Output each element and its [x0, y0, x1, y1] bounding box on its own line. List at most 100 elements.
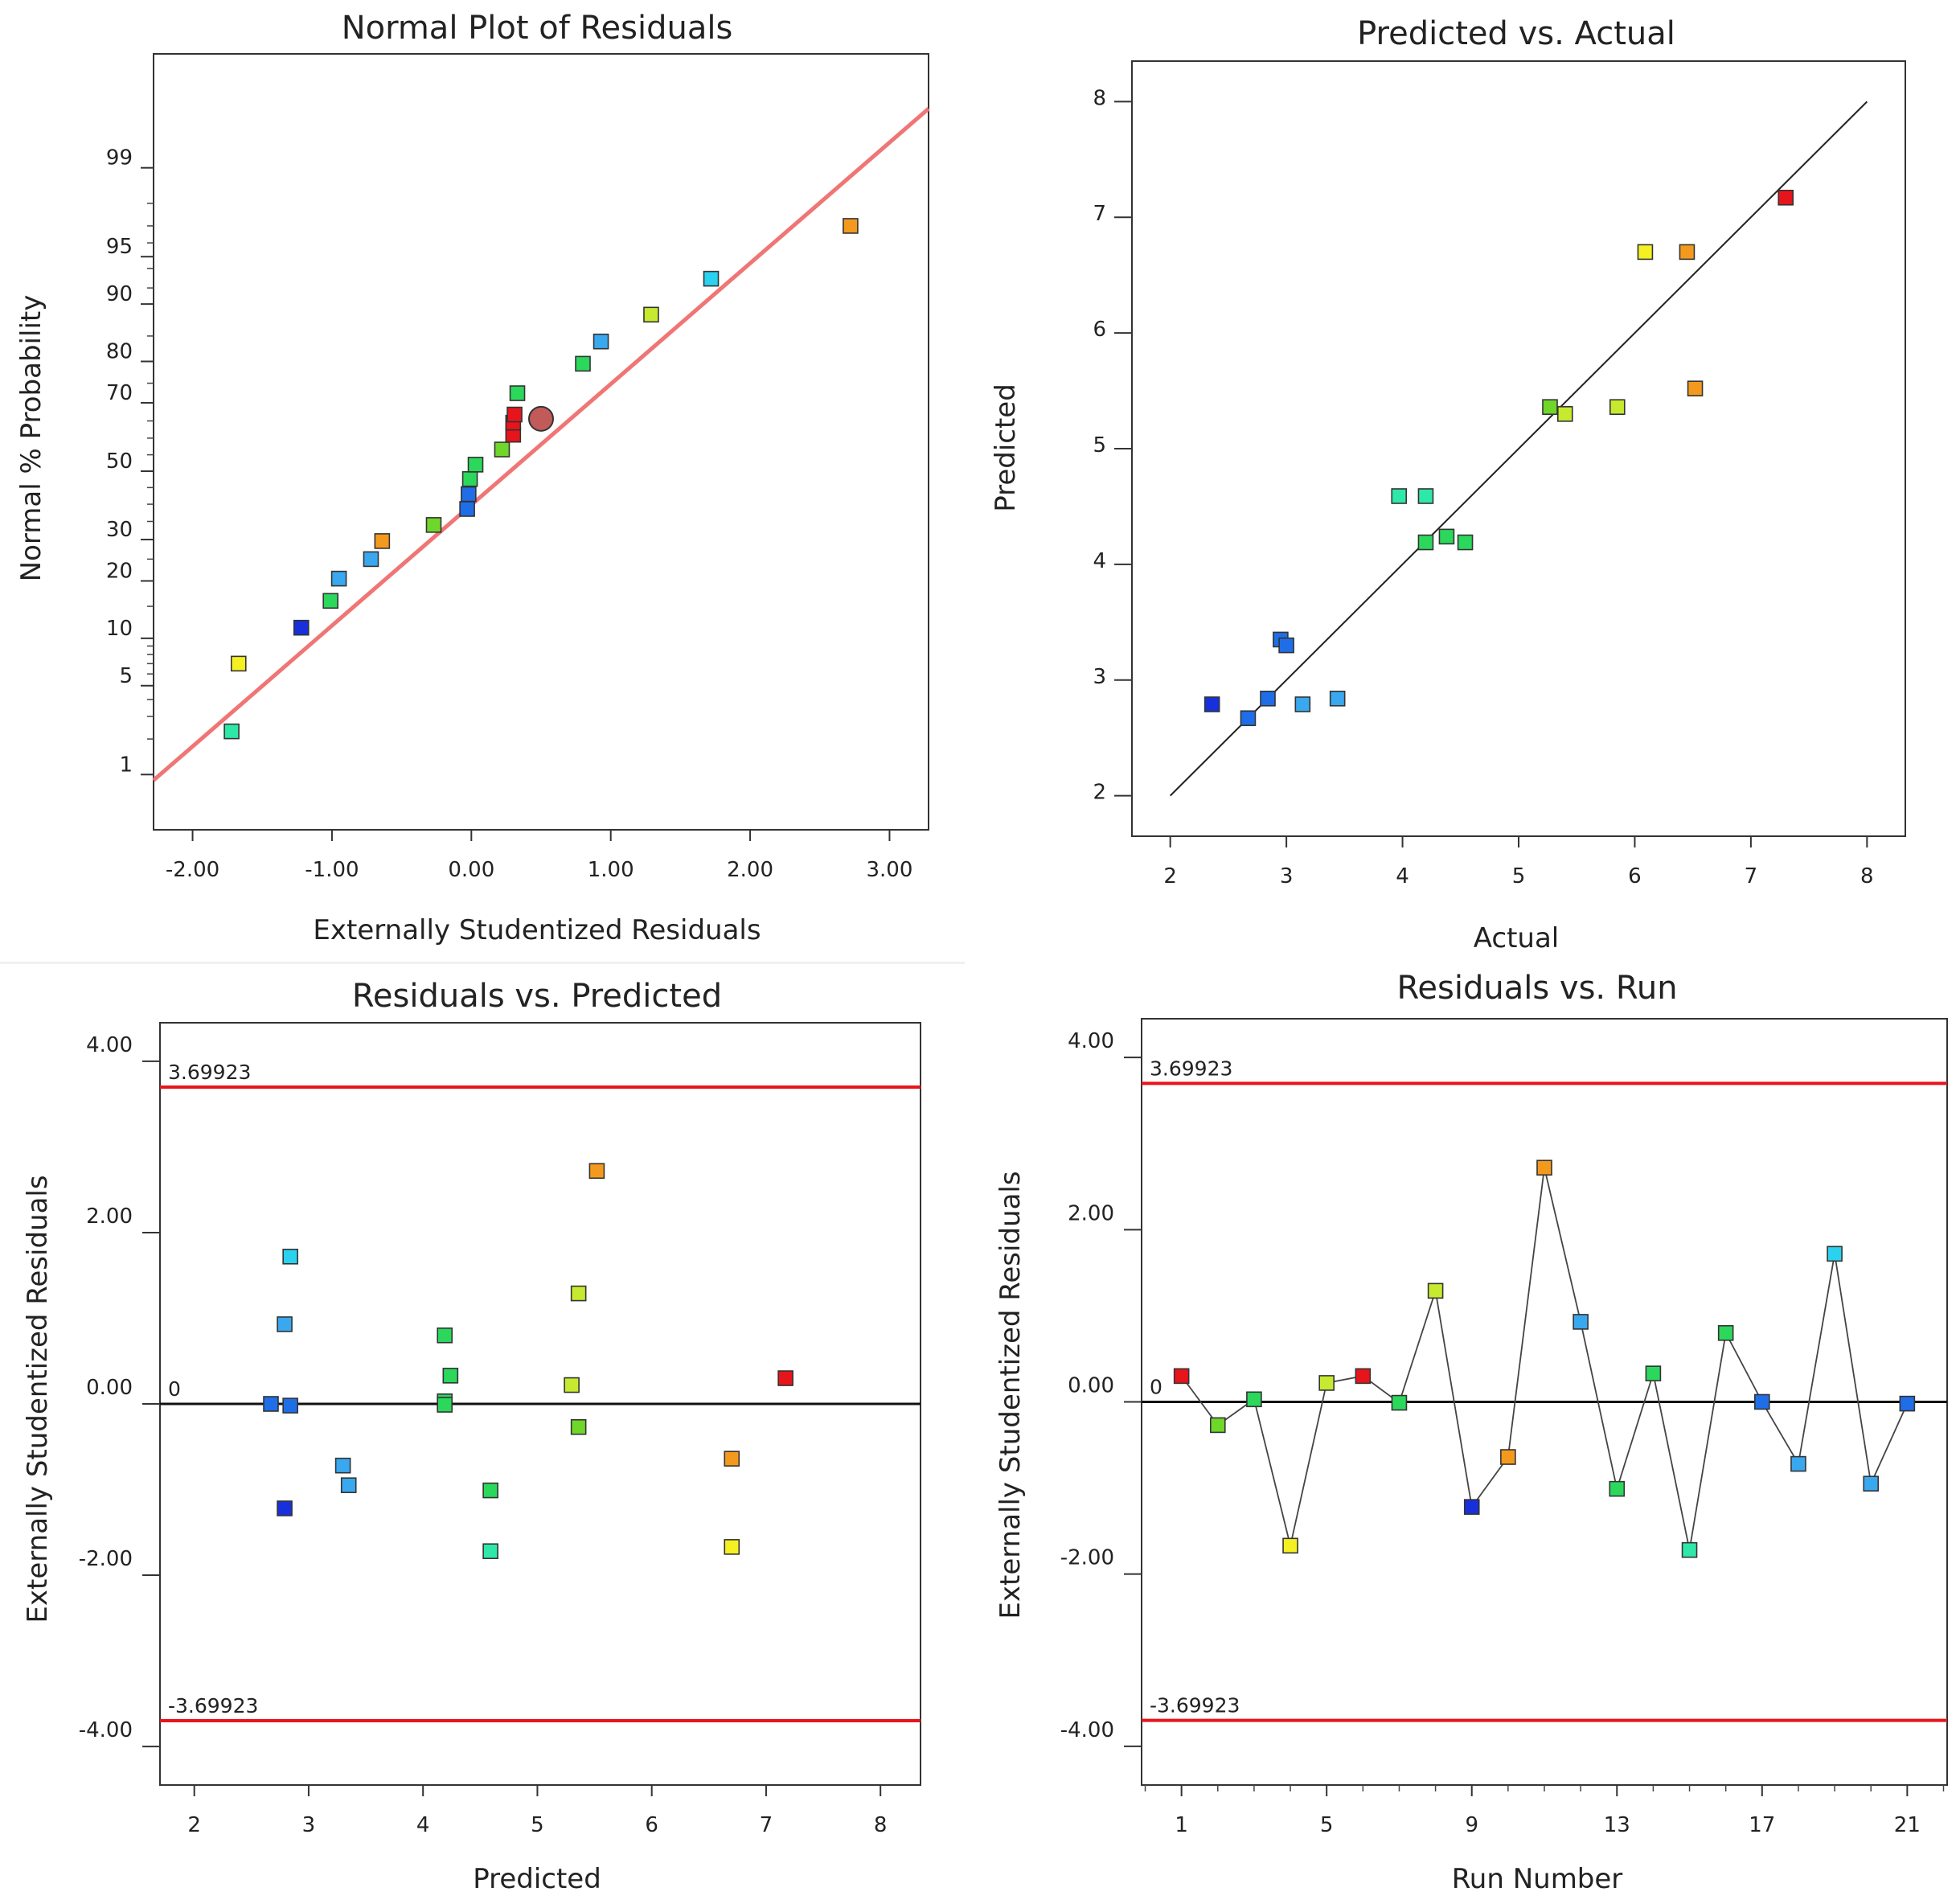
- data-point: [1645, 1365, 1662, 1381]
- y-tick-label: 0.00: [1068, 1374, 1114, 1398]
- x-tick-label: 13: [1604, 1813, 1630, 1837]
- data-point: [1556, 406, 1573, 422]
- y-axis-label: Externally Studentized Residuals: [994, 1171, 1027, 1619]
- x-tick-label: 7: [760, 1813, 773, 1837]
- data-point: [459, 501, 475, 517]
- y-tick-label: 5: [119, 664, 133, 688]
- data-point: [1282, 1537, 1298, 1554]
- x-tick-label: 1.00: [588, 858, 634, 882]
- y-tick-label: 4.00: [1068, 1029, 1114, 1053]
- data-point: [1391, 488, 1408, 504]
- y-tick-label: 2: [1093, 781, 1106, 805]
- data-point: [643, 306, 659, 323]
- data-point: [223, 723, 240, 740]
- data-point: [1417, 488, 1434, 504]
- y-tick-label: -4.00: [79, 1718, 133, 1742]
- x-tick-label: 3.00: [867, 858, 913, 882]
- data-point: [437, 1397, 453, 1413]
- zero-label: 0: [168, 1377, 181, 1401]
- limit-label: -3.69923: [168, 1694, 258, 1717]
- data-point: [1209, 1417, 1226, 1434]
- residuals-vs-run-panel: Residuals vs. Run Run Number Externally …: [994, 970, 1948, 1895]
- data-point: [340, 1477, 357, 1493]
- data-point: [1173, 1368, 1190, 1385]
- data-point: [1203, 696, 1220, 712]
- data-point: [1294, 696, 1311, 712]
- data-point: [1679, 244, 1696, 261]
- data-point: [1240, 710, 1257, 727]
- data-point: [1417, 534, 1434, 551]
- data-point: [777, 1370, 793, 1386]
- y-tick-label: 2.00: [1068, 1201, 1114, 1225]
- data-point: [575, 355, 591, 372]
- y-tick-label: -2.00: [79, 1547, 133, 1571]
- reference-line: [1169, 101, 1868, 797]
- data-point: [593, 333, 609, 350]
- data-point: [1827, 1245, 1843, 1262]
- data-point: [1542, 399, 1558, 416]
- x-tick-label: 21: [1894, 1813, 1921, 1837]
- data-point: [724, 1451, 740, 1467]
- data-point: [330, 570, 347, 587]
- y-axis-label: Predicted: [990, 384, 1022, 512]
- x-axis-label: Externally Studentized Residuals: [313, 914, 761, 946]
- data-point: [1355, 1368, 1372, 1385]
- zero-label: 0: [1150, 1376, 1162, 1399]
- data-point: [1778, 189, 1794, 206]
- y-tick-label: 5: [1093, 433, 1106, 458]
- data-point: [1790, 1455, 1806, 1472]
- data-point: [703, 270, 720, 287]
- x-tick-label: 4: [416, 1813, 430, 1837]
- data-point: [1463, 1499, 1480, 1515]
- plot-frame: [153, 53, 929, 831]
- data-point: [442, 1368, 459, 1384]
- chart-title: Residuals vs. Run: [1396, 970, 1677, 1007]
- series-line: [1180, 1167, 1909, 1550]
- x-tick-label: 1: [1175, 1813, 1188, 1837]
- data-point: [1717, 1325, 1734, 1341]
- highlight-point: [528, 405, 554, 432]
- data-point: [1536, 1159, 1552, 1176]
- data-point: [282, 1397, 298, 1414]
- data-point: [1609, 399, 1626, 416]
- y-tick-label: 99: [106, 146, 133, 170]
- data-point: [1427, 1282, 1444, 1299]
- limit-label: -3.69923: [1150, 1694, 1240, 1717]
- x-tick-label: -2.00: [166, 858, 219, 882]
- y-tick-label: 6: [1093, 318, 1106, 342]
- x-axis-label: Predicted: [473, 1863, 601, 1895]
- x-tick-label: 0.00: [448, 858, 494, 882]
- y-tick-label: 4: [1093, 549, 1106, 573]
- data-point: [230, 655, 247, 672]
- y-tick-label: 1: [119, 753, 133, 777]
- x-tick-label: 7: [1745, 864, 1758, 888]
- data-point: [363, 551, 379, 568]
- chart-title: Normal Plot of Residuals: [342, 10, 733, 47]
- data-point: [1329, 690, 1346, 707]
- y-tick-label: 90: [106, 282, 133, 306]
- chart-title: Residuals vs. Predicted: [352, 978, 722, 1015]
- data-point: [334, 1457, 351, 1474]
- y-tick-label: 4.00: [86, 1033, 133, 1057]
- data-point: [482, 1543, 498, 1560]
- y-tick-label: 10: [106, 617, 133, 641]
- chart-title: Predicted vs. Actual: [1357, 15, 1675, 52]
- y-tick-label: 70: [106, 381, 133, 405]
- x-tick-label: 8: [874, 1813, 888, 1837]
- data-point: [1573, 1314, 1589, 1330]
- panel-separator: [0, 962, 965, 964]
- y-tick-label: 8: [1093, 86, 1106, 110]
- data-point: [1637, 244, 1654, 261]
- data-point: [467, 457, 484, 473]
- y-tick-label: -2.00: [1060, 1546, 1114, 1570]
- data-point: [843, 218, 859, 234]
- residuals-vs-predicted-panel: Residuals vs. Predicted Predicted Extern…: [22, 978, 921, 1895]
- data-point: [277, 1500, 293, 1516]
- x-tick-label: 6: [645, 1813, 658, 1837]
- x-tick-label: 4: [1396, 864, 1409, 888]
- x-axis-label: Run Number: [1452, 1863, 1623, 1895]
- data-point: [588, 1163, 605, 1180]
- y-tick-label: -4.00: [1060, 1718, 1114, 1742]
- x-tick-label: 2: [1163, 864, 1177, 888]
